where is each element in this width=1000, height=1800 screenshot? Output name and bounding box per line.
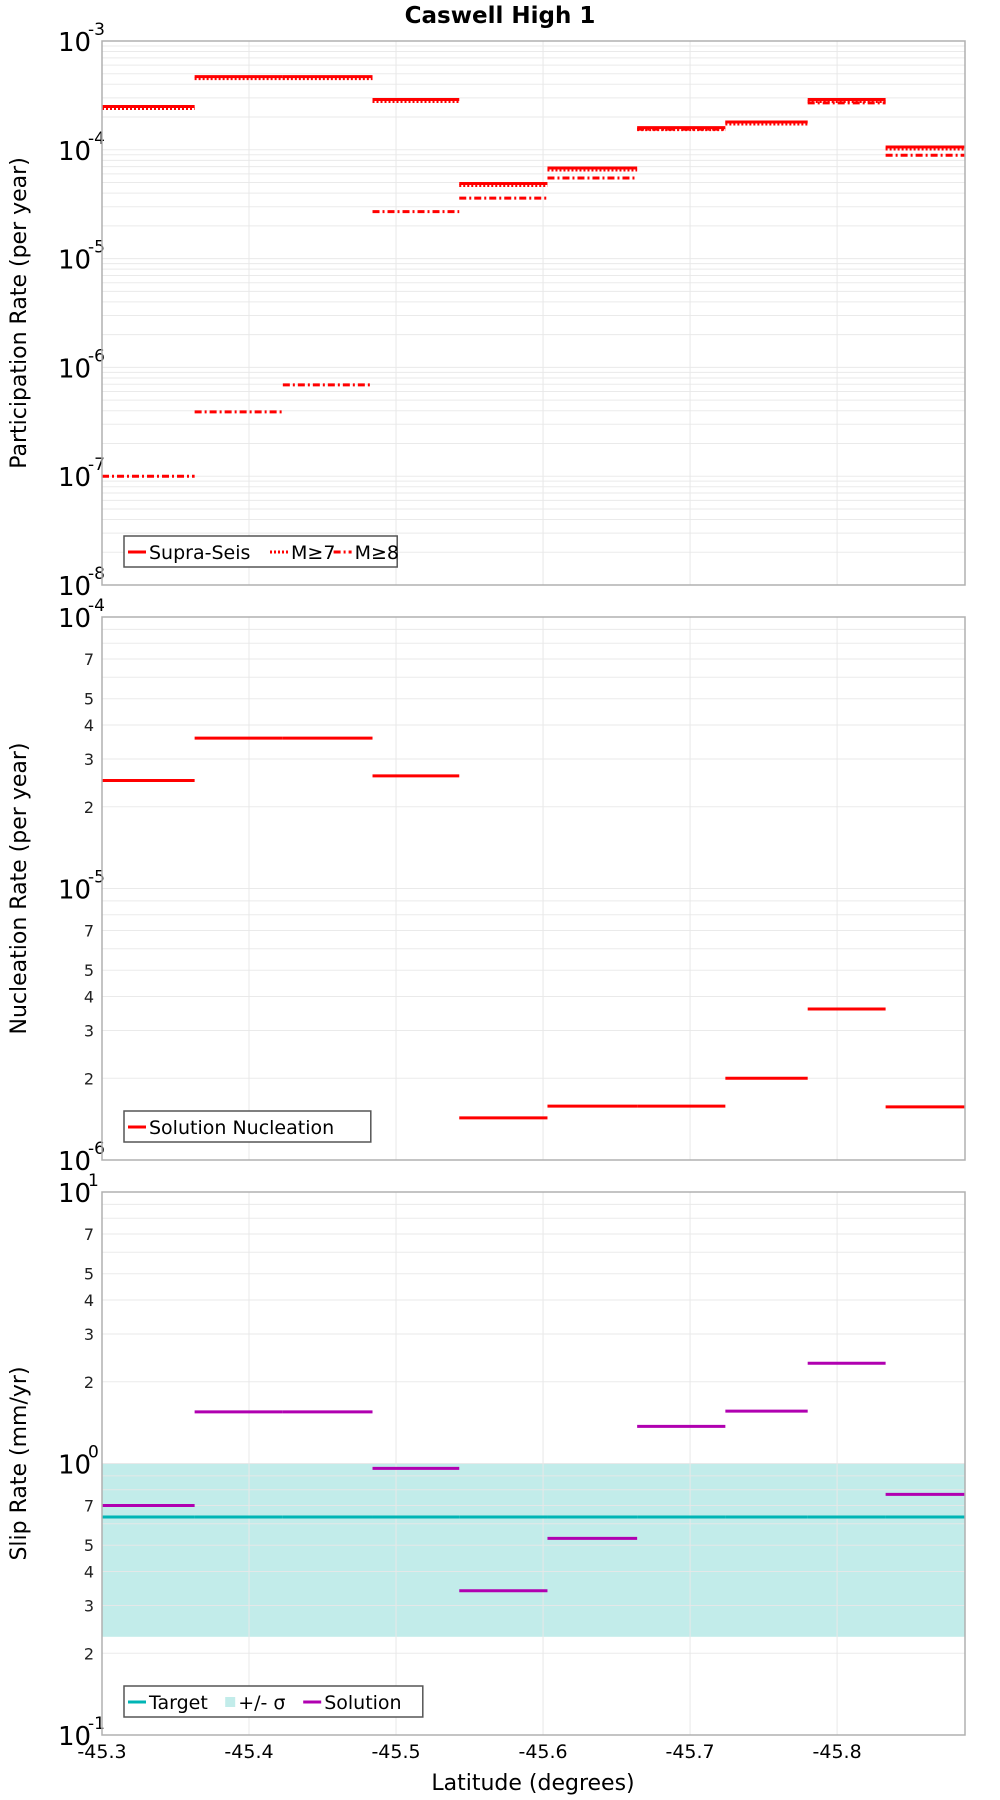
y-tick-label: 10 (58, 876, 91, 906)
y-tick-exponent: -7 (88, 455, 105, 475)
x-tick-label: -45.8 (813, 1741, 862, 1763)
y-tick-label: 10 (58, 572, 91, 602)
y-minor-tick-label: 2 (84, 798, 94, 817)
x-tick-label: -45.7 (665, 1741, 714, 1763)
legend-label: Solution Nucleation (149, 1117, 334, 1139)
y-tick-label: 10 (58, 1179, 91, 1209)
x-axis: -45.3 -45.4 -45.5 -45.6 -45.7 -45.8 (77, 1741, 861, 1763)
y-tick-label: 10 (58, 246, 91, 276)
legend-label: Solution (324, 1692, 401, 1714)
y-minor-tick-label: 7 (84, 1497, 94, 1516)
y-minor-tick-label: 3 (84, 1325, 94, 1344)
plot-area (102, 41, 965, 585)
y-axis-label: Slip Rate (mm/yr) (7, 1366, 32, 1560)
x-tick-label: -45.6 (518, 1741, 567, 1763)
y-minor-tick-label: 5 (84, 690, 94, 709)
legend-label: Target (148, 1692, 208, 1714)
y-tick-exponent: -6 (88, 1139, 105, 1159)
y-minor-tick-label: 5 (84, 961, 94, 980)
y-tick-exponent: -5 (88, 868, 105, 888)
y-minor-tick-label: 3 (84, 1596, 94, 1615)
y-tick-label: 10 (58, 354, 91, 384)
y-tick-exponent: -5 (88, 238, 105, 258)
legend: Solution Nucleation (123, 1110, 372, 1143)
y-tick-label: 10 (58, 1147, 91, 1177)
legend-label: Supra-Seis (149, 542, 250, 564)
y-tick-exponent: 0 (88, 1443, 99, 1463)
y-tick-exponent: -3 (88, 20, 105, 40)
y-tick-exponent: -1 (88, 1714, 105, 1734)
plot-frame (101, 616, 966, 1161)
legend-box (123, 1110, 372, 1143)
y-minor-tick-label: 2 (84, 1644, 94, 1663)
y-tick-exponent: -8 (88, 564, 105, 584)
legend-label: +/- σ (238, 1692, 285, 1714)
legend-box (123, 535, 398, 568)
y-minor-tick-label: 4 (84, 1291, 94, 1310)
y-minor-tick-label: 5 (84, 1536, 94, 1555)
legend-swatch-band (225, 1697, 236, 1707)
y-tick-label: 10 (58, 604, 91, 634)
legend-label: M≥7 (291, 542, 335, 564)
y-minor-tick-label: 2 (84, 1373, 94, 1392)
y-minor-tick-label: 2 (84, 1069, 94, 1088)
y-tick-label: 10 (58, 463, 91, 493)
y-tick-label: 10 (58, 1722, 91, 1752)
legend-box (123, 1685, 424, 1718)
plot-frame (101, 1191, 966, 1736)
y-minor-tick-label: 7 (84, 1225, 94, 1244)
plot-frame (101, 40, 966, 586)
y-axis-label: Participation Rate (per year) (7, 157, 32, 469)
x-axis-label: Latitude (degrees) (431, 1771, 634, 1796)
y-minor-tick-label: 3 (84, 1021, 94, 1040)
x-tick-label: -45.4 (224, 1741, 273, 1763)
y-minor-tick-label: 4 (84, 988, 94, 1007)
x-tick-label: -45.5 (371, 1741, 420, 1763)
x-tick-label: -45.3 (77, 1741, 126, 1763)
chart-title: Caswell High 1 (405, 3, 596, 29)
sigma-band (102, 1463, 965, 1637)
y-minor-tick-label: 4 (84, 1563, 94, 1582)
y-minor-tick-label: 7 (84, 922, 94, 941)
y-tick-exponent: -4 (88, 596, 105, 616)
y-tick-exponent: -6 (88, 346, 105, 366)
legend: Target +/- σ Solution (123, 1685, 424, 1718)
y-tick-exponent: -4 (88, 129, 105, 149)
y-tick-exponent: 1 (88, 1171, 99, 1191)
y-minor-tick-label: 7 (84, 650, 94, 669)
y-minor-tick-label: 5 (84, 1265, 94, 1284)
y-minor-tick-label: 3 (84, 750, 94, 769)
y-axis-label: Nucleation Rate (per year) (7, 743, 32, 1035)
y-tick-label: 10 (58, 28, 91, 58)
y-tick-label: 10 (58, 137, 91, 167)
legend: Supra-Seis M≥7 M≥8 (123, 535, 399, 568)
y-minor-tick-label: 4 (84, 716, 94, 735)
y-tick-label: 10 (58, 1451, 91, 1481)
legend-label: M≥8 (355, 542, 399, 564)
